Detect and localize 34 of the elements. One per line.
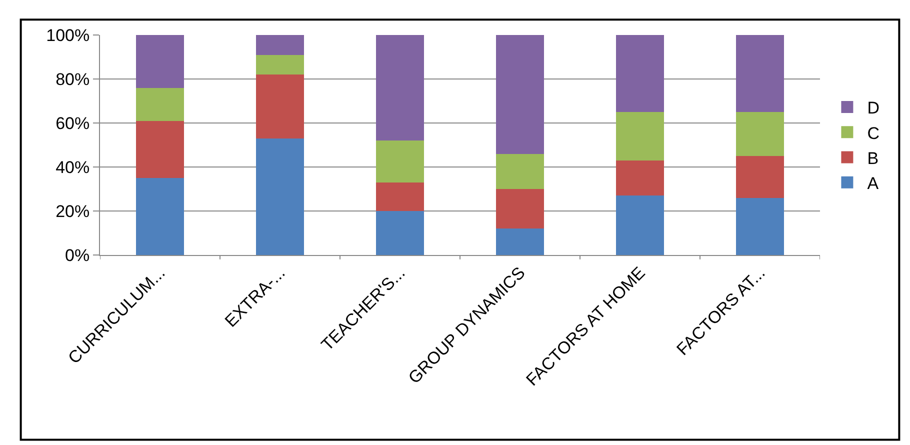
legend-label: D bbox=[867, 98, 880, 118]
bar bbox=[136, 88, 184, 121]
legend-label: B bbox=[867, 148, 879, 168]
bar bbox=[376, 140, 424, 182]
bar bbox=[136, 120, 184, 178]
bar bbox=[136, 178, 184, 255]
legend-label: C bbox=[867, 124, 880, 143]
bar bbox=[496, 228, 544, 255]
bar bbox=[496, 189, 544, 229]
bar bbox=[256, 74, 304, 138]
bar bbox=[256, 138, 304, 255]
y-tick-label: 20% bbox=[56, 202, 90, 221]
bar bbox=[616, 196, 664, 255]
bar bbox=[256, 54, 304, 75]
bar bbox=[376, 182, 424, 211]
bar bbox=[736, 112, 784, 156]
bar bbox=[376, 211, 424, 255]
bar bbox=[496, 154, 544, 189]
legend-label: A bbox=[867, 174, 880, 193]
bar bbox=[616, 35, 664, 112]
bar bbox=[256, 35, 304, 55]
y-tick-label: 100% bbox=[46, 26, 90, 45]
bar bbox=[736, 198, 784, 255]
bar bbox=[736, 35, 784, 112]
bar bbox=[496, 35, 544, 154]
y-tick-label: 60% bbox=[56, 114, 90, 133]
bar bbox=[616, 160, 664, 196]
y-tick-label: 40% bbox=[56, 158, 90, 177]
bar bbox=[376, 35, 424, 141]
bar bbox=[616, 112, 664, 160]
bar bbox=[136, 35, 184, 88]
y-tick-label: 80% bbox=[56, 70, 90, 89]
bar bbox=[736, 156, 784, 198]
y-tick-label: 0% bbox=[65, 246, 90, 265]
